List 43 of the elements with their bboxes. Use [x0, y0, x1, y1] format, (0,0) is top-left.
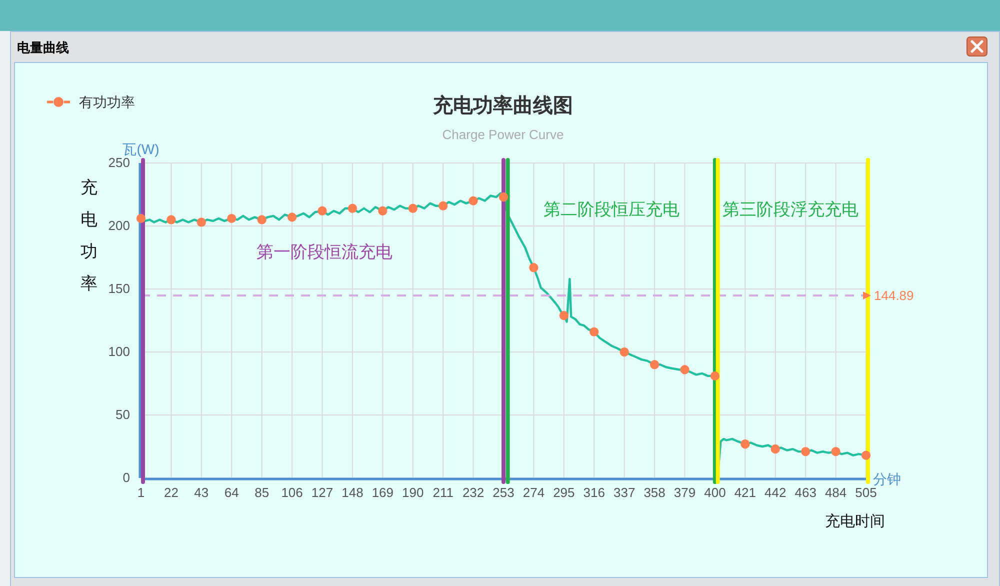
- chart-title: 充电功率曲线图: [432, 94, 573, 117]
- x-tick-label: 169: [372, 485, 394, 500]
- x-tick-label: 274: [522, 485, 545, 500]
- text: 电量曲线: [17, 40, 69, 55]
- x-tick-label: 22: [164, 485, 178, 500]
- x-tick-label: 421: [734, 485, 756, 500]
- x-tick-label: 442: [764, 485, 786, 500]
- chart-subtitle: Charge Power Curve: [442, 127, 564, 142]
- x-axis-title: 充电时间: [825, 513, 885, 530]
- x-tick-label: 211: [432, 485, 454, 500]
- x-tick-label: 85: [254, 485, 270, 500]
- text: 瓦(W): [122, 141, 160, 157]
- x-tick-label: 64: [224, 485, 239, 500]
- x-tick-label: 253: [492, 485, 514, 500]
- x-tick-label: 358: [644, 485, 666, 500]
- x-tick-label: 106: [281, 485, 303, 500]
- x-tick-label: 295: [553, 485, 575, 500]
- x-tick-label: 1: [137, 485, 145, 500]
- x-tick-label: 43: [194, 485, 209, 500]
- x-tick-label: 190: [402, 485, 424, 500]
- y-tick-label: 0: [122, 470, 130, 486]
- x-tick-label: 463: [794, 485, 816, 500]
- y-tick-label: 200: [108, 218, 130, 234]
- legend-label: 有功功率: [79, 94, 135, 110]
- y-tick-label: 150: [108, 281, 130, 296]
- x-tick-label: 127: [311, 485, 334, 500]
- ref-line-label: 第三阶段浮充充电: [722, 200, 858, 219]
- ref-line-label: 第二阶段恒压充电: [543, 200, 680, 219]
- x-tick-label: 316: [583, 485, 605, 500]
- x-tick-label: 505: [855, 485, 877, 500]
- x-tick-label: 337: [613, 485, 636, 500]
- ref-line-label: 第一阶段恒流充电: [256, 242, 392, 262]
- y-axis-title: 充电功率: [80, 178, 98, 293]
- y-tick-label: 100: [108, 344, 130, 360]
- x-tick-label: 232: [462, 485, 484, 500]
- x-tick-label: 148: [342, 485, 364, 500]
- x-tick-label: 379: [674, 485, 696, 500]
- text: 分钟: [873, 470, 901, 487]
- x-tick-label: 400: [704, 485, 726, 500]
- y-tick-label: 250: [108, 155, 130, 170]
- x-tick-label: 484: [824, 485, 847, 500]
- y-tick-label: 50: [116, 407, 130, 422]
- ref-line-label: 144.89: [874, 288, 914, 303]
